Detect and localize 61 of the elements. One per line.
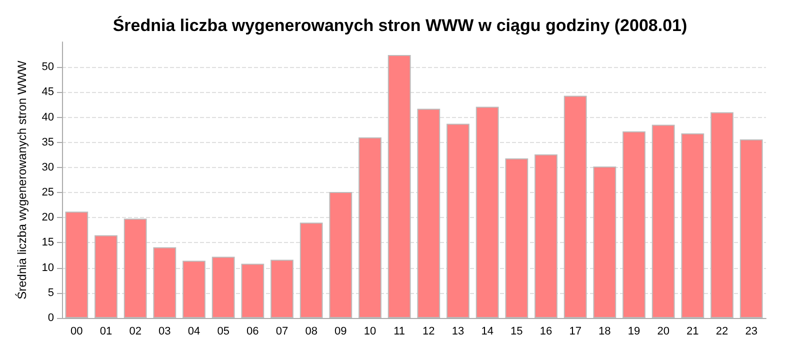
- bar: [329, 192, 352, 318]
- x-tick-label: 04: [188, 326, 200, 338]
- y-tick-label: 10: [42, 262, 54, 274]
- bar: [270, 260, 294, 318]
- x-tick-label: 01: [100, 326, 112, 338]
- x-tick-label: 17: [569, 326, 582, 338]
- x-tick-label: 20: [657, 326, 670, 338]
- bar: [505, 158, 528, 318]
- x-tick-label: 10: [364, 326, 376, 338]
- bar: [300, 222, 323, 318]
- y-tick-label: 40: [42, 111, 54, 124]
- bar: [564, 96, 587, 318]
- chart-title: Średnia liczba wygenerowanych stron WWW w ciągu godziny (2008.01): [112, 15, 688, 35]
- bar: [388, 55, 411, 318]
- bar: [212, 256, 235, 318]
- y-tick-label: 5: [48, 286, 54, 299]
- bar: [153, 247, 176, 318]
- x-tick-label: 02: [129, 326, 142, 338]
- y-tick-label: 30: [42, 161, 54, 174]
- x-tick-label: 22: [716, 326, 728, 338]
- x-tick-label: 19: [628, 326, 640, 338]
- x-tick-label: 11: [394, 326, 406, 338]
- x-tick-label: 13: [452, 326, 464, 338]
- bar: [593, 166, 616, 318]
- x-tick-label: 08: [305, 326, 318, 338]
- bar: [358, 137, 382, 318]
- bar: [681, 133, 704, 318]
- x-tick-label: 12: [422, 326, 435, 338]
- y-axis-title: Średnia liczba wygenerowanych stron WWW: [15, 60, 29, 300]
- bar: [65, 212, 88, 318]
- x-tick-label: 15: [510, 326, 523, 338]
- bar: [622, 131, 646, 318]
- bar: [534, 154, 558, 318]
- y-tick-label: 20: [42, 212, 54, 224]
- bar: [740, 139, 763, 318]
- y-tick-label: 45: [42, 86, 54, 98]
- bar: [652, 124, 675, 318]
- y-tick-label: 0: [48, 312, 54, 324]
- bar: [710, 112, 734, 318]
- bar: [124, 218, 147, 318]
- x-tick-label: 14: [481, 326, 494, 338]
- x-tick-label: 00: [70, 326, 83, 338]
- bar: [182, 260, 206, 318]
- bar: [446, 124, 470, 318]
- x-tick-label: 09: [334, 326, 347, 338]
- y-tick-label: 25: [42, 186, 54, 199]
- x-tick-label: 06: [246, 326, 259, 338]
- bar: [241, 264, 264, 318]
- bar: [476, 106, 499, 318]
- x-tick-label: 07: [276, 326, 288, 338]
- x-tick-label: 03: [158, 326, 171, 338]
- y-tick-label: 50: [42, 61, 54, 74]
- bar: [94, 235, 118, 318]
- x-tick-label: 16: [540, 326, 552, 338]
- y-tick-label: 35: [42, 136, 54, 148]
- bar: [417, 108, 440, 318]
- x-tick-label: 23: [745, 326, 758, 338]
- x-tick-label: 18: [598, 326, 611, 338]
- x-tick-label: 21: [686, 326, 699, 338]
- y-tick-label: 15: [42, 236, 54, 249]
- x-tick-label: 05: [217, 326, 230, 338]
